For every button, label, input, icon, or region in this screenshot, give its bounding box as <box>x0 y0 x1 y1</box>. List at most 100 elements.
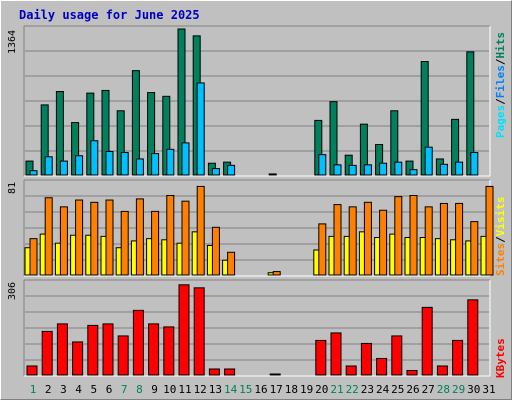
kbytes-bar <box>56 323 68 376</box>
sites-bar <box>394 196 403 276</box>
legend-kbytes: KBytes <box>494 338 507 378</box>
kbytes-bar <box>148 323 160 376</box>
files-bar <box>363 164 372 176</box>
files-bar <box>29 170 38 176</box>
x-tick-label: 2 <box>45 383 52 396</box>
chart-title: Daily usage for June 2025 <box>19 8 200 22</box>
files-bar <box>379 162 388 176</box>
sites-bar <box>439 202 448 276</box>
x-tick-label: 17 <box>270 383 283 396</box>
x-tick-label: 1 <box>30 383 37 396</box>
kbytes-bar <box>345 365 357 376</box>
legend-pages: Pages <box>494 104 507 138</box>
sites-bar <box>348 206 357 276</box>
x-tick-label: 7 <box>121 383 128 396</box>
files-bar <box>120 152 129 176</box>
x-tick-label: 26 <box>406 383 419 396</box>
files-bar <box>135 158 144 176</box>
files-bar <box>455 161 464 176</box>
x-tick-label: 22 <box>346 383 359 396</box>
sites-bar <box>485 185 494 276</box>
x-tick-label: 29 <box>452 383 465 396</box>
kbytes-bar <box>421 306 433 376</box>
x-tick-label: 13 <box>209 383 222 396</box>
x-tick-label: 5 <box>90 383 97 396</box>
sites-bar <box>379 209 388 276</box>
x-tick-label: 12 <box>194 383 207 396</box>
kbytes-bar <box>26 365 38 376</box>
x-tick-label: 6 <box>106 383 113 396</box>
kbytes-bar <box>178 284 190 376</box>
kbytes-bar <box>163 326 175 376</box>
sites-bar <box>227 251 236 276</box>
x-tick-label: 3 <box>60 383 67 396</box>
files-bar <box>211 168 220 176</box>
sites-bar <box>75 199 84 276</box>
files-bar <box>181 142 190 176</box>
files-bar <box>166 148 175 176</box>
kbytes-bar <box>467 299 479 376</box>
x-tick-label: 10 <box>163 383 176 396</box>
legend-sites: Sites <box>494 242 507 276</box>
files-bar <box>59 160 68 176</box>
x-tick-label: 18 <box>285 383 298 396</box>
sites-bar <box>29 238 38 276</box>
files-bar <box>409 169 418 176</box>
kbytes-bar <box>208 368 220 376</box>
max-label-bottom: 306 <box>7 281 18 300</box>
x-tick-label: 14 <box>224 383 238 396</box>
legend-middle: Sites/Visits <box>494 196 507 277</box>
kbytes-bar <box>117 335 129 376</box>
kbytes-bar <box>391 335 403 376</box>
files-bar <box>227 164 236 176</box>
hits-bar <box>329 101 338 176</box>
x-tick-label: 27 <box>422 383 435 396</box>
legend-top: Pages/Files/Hits <box>494 32 507 138</box>
kbytes-bar <box>436 365 448 376</box>
kbytes-bar <box>132 309 144 376</box>
sites-bar <box>151 210 160 276</box>
sites-bar <box>470 221 479 276</box>
x-tick-label: 16 <box>254 383 267 396</box>
kbytes-bar <box>102 323 114 376</box>
sites-bar <box>455 202 464 276</box>
x-tick-label: 31 <box>482 383 495 396</box>
legend-bottom: KBytes <box>494 338 507 378</box>
legend-hits: Hits <box>494 32 507 59</box>
kbytes-bar <box>72 341 84 376</box>
sites-bar <box>105 199 114 276</box>
files-bar <box>75 155 84 176</box>
kbytes-bar <box>452 339 464 376</box>
sites-bar <box>59 206 68 276</box>
files-bar <box>348 164 357 176</box>
kbytes-bar <box>224 368 236 376</box>
sites-bar <box>272 271 281 276</box>
sites-bar <box>181 200 190 276</box>
kbytes-bar <box>330 332 342 376</box>
sites-bar <box>363 201 372 276</box>
sites-bar <box>211 226 220 276</box>
x-tick-label: 25 <box>391 383 404 396</box>
kbytes-bar <box>360 342 372 376</box>
max-label-middle: 81 <box>7 181 18 194</box>
files-bar <box>90 140 99 176</box>
x-tick-label: 30 <box>467 383 480 396</box>
files-bar <box>470 152 479 176</box>
kbytes-bar <box>193 287 205 376</box>
sites-bar <box>90 201 99 276</box>
x-tick-label: 4 <box>75 383 82 396</box>
x-tick-label: 28 <box>437 383 450 396</box>
files-bar <box>394 161 403 176</box>
x-tick-label: 11 <box>178 383 191 396</box>
files-bar <box>105 150 114 176</box>
x-tick-label: 23 <box>361 383 374 396</box>
kbytes-bar <box>406 369 418 376</box>
files-bar <box>196 82 205 176</box>
sites-bar <box>333 204 342 276</box>
sites-bar <box>318 223 327 276</box>
sites-bar <box>120 210 129 276</box>
kbytes-bar <box>87 324 99 376</box>
kbytes-bar <box>315 339 327 376</box>
sites-bar <box>196 185 205 276</box>
